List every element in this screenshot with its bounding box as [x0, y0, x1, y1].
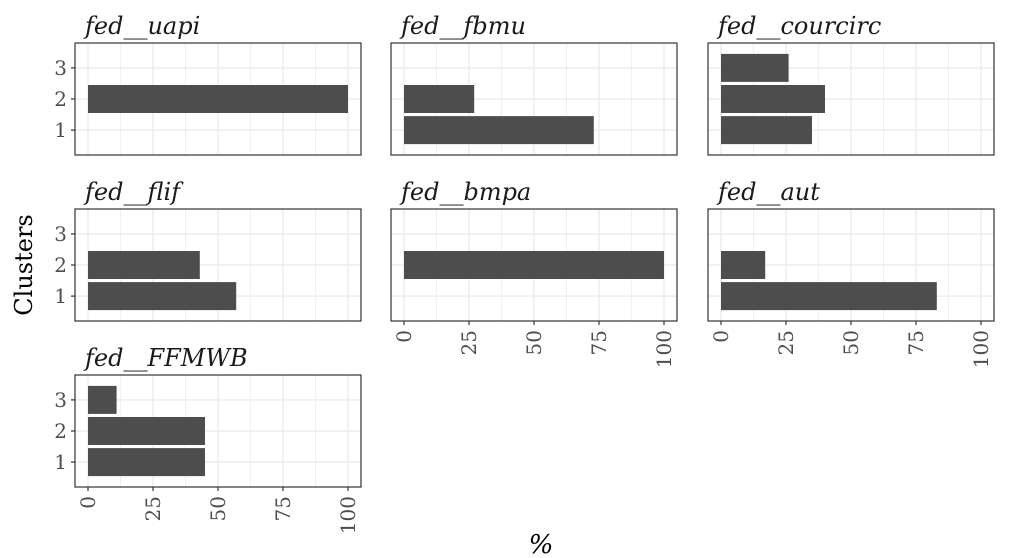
bar-cluster-3	[721, 53, 789, 82]
y-tick-label: 3	[54, 388, 67, 412]
panel-title: fed__FFMWB	[83, 344, 248, 372]
y-tick-label: 1	[54, 118, 67, 142]
panel-title: fed__courcirc	[716, 12, 881, 40]
x-tick-label: 75	[271, 496, 295, 521]
panel-title: fed__uapi	[83, 12, 200, 40]
panel-title: fed__fbmu	[399, 12, 526, 40]
x-tick-label: 25	[457, 330, 481, 355]
panel-fed-fbmu: fed__fbmu	[390, 12, 678, 156]
x-tick-label: 50	[839, 330, 863, 355]
x-tick-label: 75	[904, 330, 928, 355]
y-tick-label: 1	[54, 450, 67, 474]
bar-cluster-2	[88, 417, 205, 445]
x-tick-label: 50	[522, 330, 546, 355]
x-axis-label: %	[529, 530, 554, 558]
y-tick-label: 3	[54, 56, 67, 80]
x-tick-label: 50	[206, 496, 230, 521]
y-tick-label: 2	[54, 87, 67, 111]
bar-cluster-2	[404, 85, 475, 113]
bar-cluster-2	[88, 251, 200, 279]
x-tick-label: 100	[336, 496, 360, 534]
y-axis-label: Clusters	[10, 214, 38, 315]
bar-cluster-1	[721, 282, 937, 311]
panel-title: fed__aut	[716, 178, 820, 206]
panel-border	[707, 42, 995, 156]
panels-layer: fed__uapi 1 2 3 fed__fbmu fed__courcirc fed__f…	[54, 12, 995, 534]
bar-cluster-3	[88, 385, 117, 414]
bar-cluster-2	[721, 251, 766, 279]
panel-fed-courcirc: fed__courcirc	[707, 12, 995, 156]
bar-cluster-1	[88, 282, 237, 311]
x-tick-label: 0	[709, 330, 733, 343]
panel-border	[390, 42, 678, 156]
panel-fed-uapi: fed__uapi 1 2 3	[54, 12, 362, 156]
y-tick-label: 1	[54, 284, 67, 308]
panel-fed-flif: fed__flif 1 2 3	[54, 178, 362, 322]
bar-cluster-1	[721, 116, 812, 145]
x-tick-label: 75	[587, 330, 611, 355]
x-tick-label: 100	[969, 330, 993, 368]
y-tick-label: 2	[54, 253, 67, 277]
x-tick-label: 100	[652, 330, 676, 368]
bar-cluster-2	[404, 251, 664, 279]
bar-cluster-1	[88, 448, 205, 477]
panel-title: fed__bmpa	[399, 178, 531, 206]
x-tick-label: 0	[392, 330, 416, 343]
panel-title: fed__flif	[83, 178, 184, 206]
bar-cluster-2	[721, 85, 825, 113]
bar-cluster-2	[88, 85, 348, 113]
y-tick-label: 2	[54, 419, 67, 443]
bar-cluster-1	[404, 116, 594, 145]
x-tick-label: 25	[774, 330, 798, 355]
panel-fed-ffmwb: fed__FFMWB 1 2 3 0 25 50 75 100	[54, 344, 362, 534]
x-tick-label: 0	[76, 496, 100, 509]
panel-fed-aut: fed__aut 0 25 50 75 100	[707, 178, 995, 368]
x-tick-label: 25	[141, 496, 165, 521]
panel-fed-bmpa: fed__bmpa 0 25 50 75 100	[390, 178, 678, 368]
y-tick-label: 3	[54, 222, 67, 246]
